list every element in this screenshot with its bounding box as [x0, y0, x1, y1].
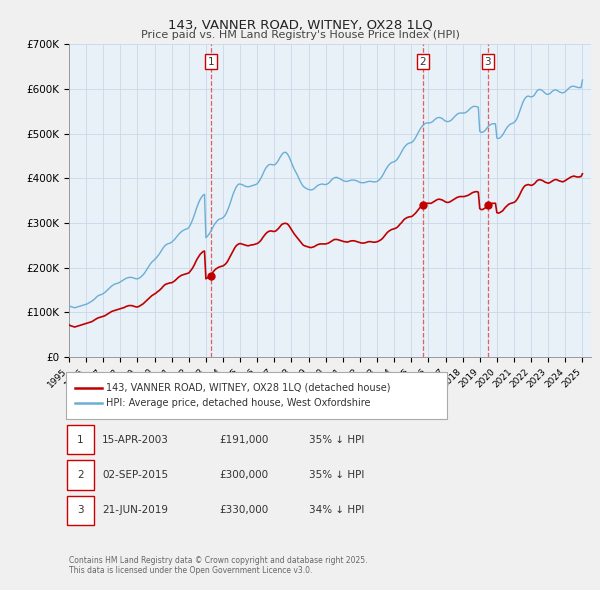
Text: 2: 2: [419, 57, 426, 67]
Text: Price paid vs. HM Land Registry's House Price Index (HPI): Price paid vs. HM Land Registry's House …: [140, 30, 460, 40]
Text: 3: 3: [77, 506, 84, 515]
Text: 02-SEP-2015: 02-SEP-2015: [102, 470, 168, 480]
Text: 35% ↓ HPI: 35% ↓ HPI: [309, 435, 364, 444]
Text: 34% ↓ HPI: 34% ↓ HPI: [309, 506, 364, 515]
Text: 1: 1: [208, 57, 214, 67]
Text: 35% ↓ HPI: 35% ↓ HPI: [309, 470, 364, 480]
Text: Contains HM Land Registry data © Crown copyright and database right 2025.
This d: Contains HM Land Registry data © Crown c…: [69, 556, 367, 575]
Text: 3: 3: [484, 57, 491, 67]
Text: £300,000: £300,000: [219, 470, 268, 480]
Text: HPI: Average price, detached house, West Oxfordshire: HPI: Average price, detached house, West…: [106, 398, 371, 408]
Text: £330,000: £330,000: [219, 506, 268, 515]
Text: 1: 1: [77, 435, 84, 444]
Text: 143, VANNER ROAD, WITNEY, OX28 1LQ (detached house): 143, VANNER ROAD, WITNEY, OX28 1LQ (deta…: [106, 383, 391, 392]
Text: 2: 2: [77, 470, 84, 480]
Text: 15-APR-2003: 15-APR-2003: [102, 435, 169, 444]
Text: 21-JUN-2019: 21-JUN-2019: [102, 506, 168, 515]
Text: £191,000: £191,000: [219, 435, 268, 444]
Text: 143, VANNER ROAD, WITNEY, OX28 1LQ: 143, VANNER ROAD, WITNEY, OX28 1LQ: [167, 19, 433, 32]
